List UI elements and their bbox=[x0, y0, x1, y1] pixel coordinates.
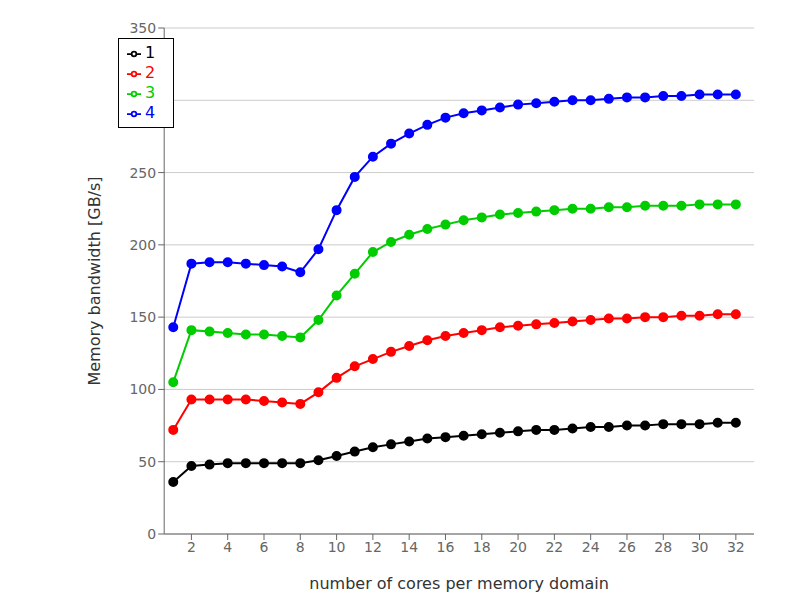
html-text:2: 2 bbox=[145, 63, 156, 82]
svg-text:18: 18 bbox=[473, 539, 491, 555]
svg-text:Memory bandwidth [GB/s]: Memory bandwidth [GB/s] bbox=[85, 176, 104, 385]
svg-text:6: 6 bbox=[260, 539, 269, 555]
svg-text:150: 150 bbox=[129, 309, 156, 325]
svg-text:26: 26 bbox=[618, 539, 636, 555]
svg-text:50: 50 bbox=[138, 454, 156, 470]
svg-text:300: 300 bbox=[129, 92, 156, 108]
svg-text:0: 0 bbox=[147, 526, 156, 542]
html-text:4: 4 bbox=[145, 103, 156, 122]
svg-text:10: 10 bbox=[328, 539, 346, 555]
svg-text:350: 350 bbox=[129, 20, 156, 36]
svg-text:100: 100 bbox=[129, 381, 156, 397]
svg-text:14: 14 bbox=[400, 539, 418, 555]
svg-text:200: 200 bbox=[129, 237, 156, 253]
svg-text:16: 16 bbox=[437, 539, 455, 555]
svg-text:4: 4 bbox=[223, 539, 232, 555]
svg-text:20: 20 bbox=[509, 539, 527, 555]
svg-text:22: 22 bbox=[545, 539, 563, 555]
svg-text:250: 250 bbox=[129, 165, 156, 181]
svg-text:8: 8 bbox=[296, 539, 305, 555]
svg-text:28: 28 bbox=[654, 539, 672, 555]
svg-text:number of cores per memory dom: number of cores per memory domain bbox=[309, 574, 609, 593]
svg-text:12: 12 bbox=[364, 539, 382, 555]
html-text:1: 1 bbox=[145, 43, 156, 62]
svg-text:2: 2 bbox=[187, 539, 196, 555]
svg-text:30: 30 bbox=[691, 539, 709, 555]
svg-text:24: 24 bbox=[582, 539, 600, 555]
svg-text:32: 32 bbox=[727, 539, 745, 555]
